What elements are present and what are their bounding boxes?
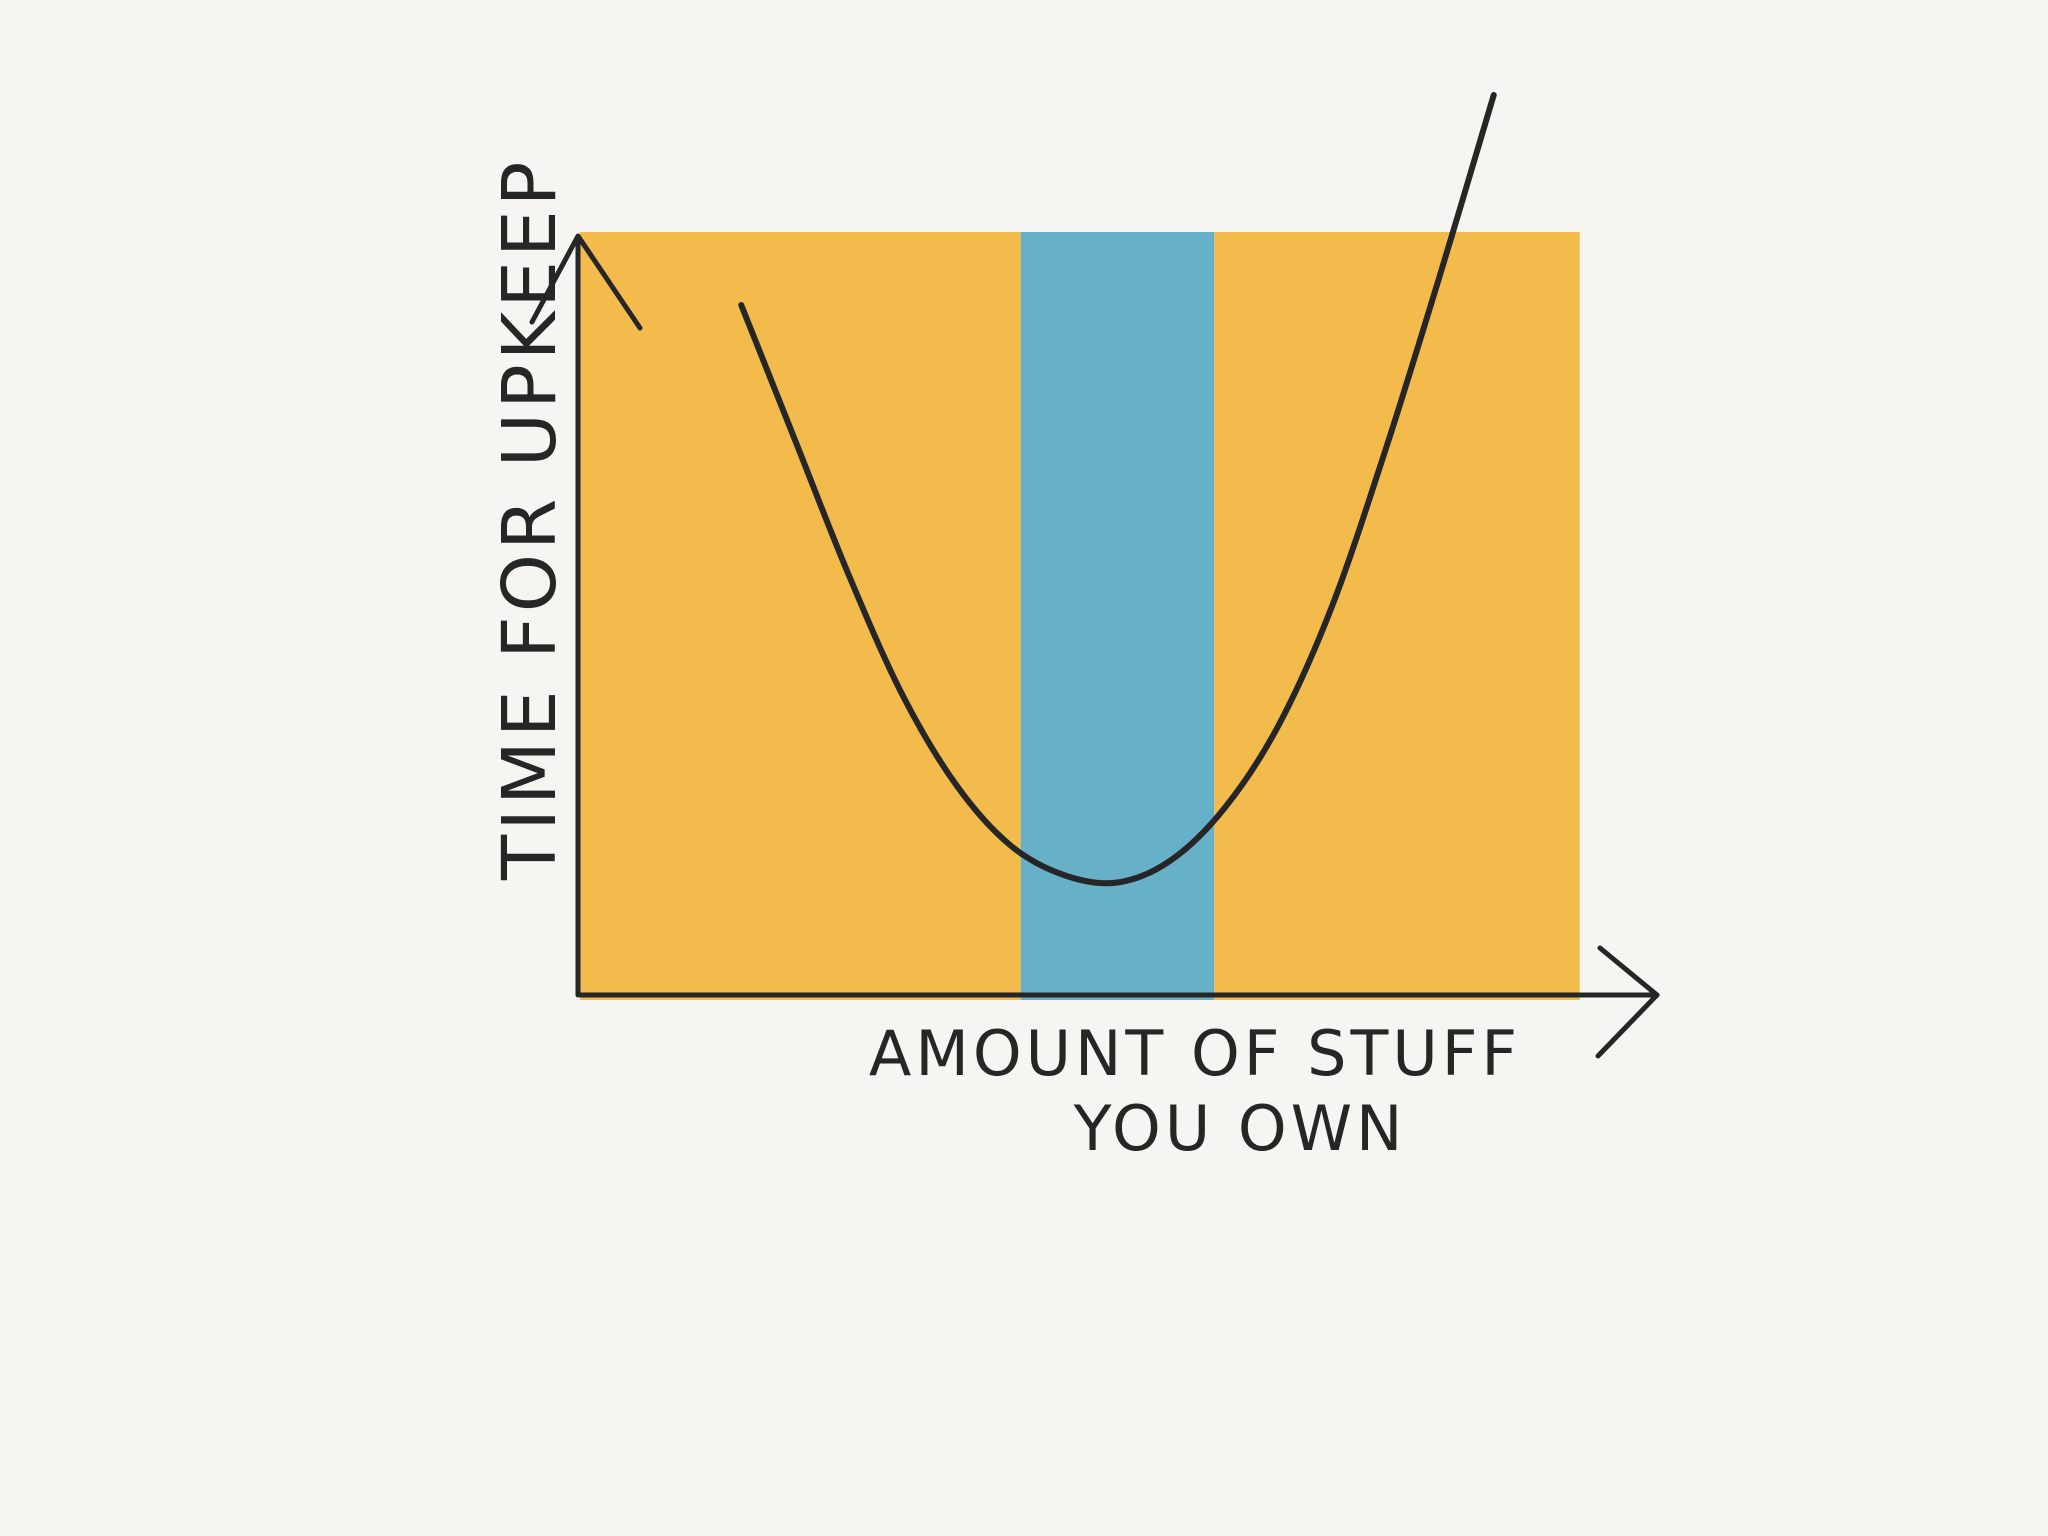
x-axis-arrowhead: [1595, 945, 1660, 1059]
y-axis-arrowhead: [529, 233, 643, 331]
y-axis-label: TIME FOR UPKEEP: [487, 158, 573, 881]
band-2: [1214, 232, 1580, 1000]
bands-layer: [580, 232, 1580, 1000]
axes-layer: [529, 233, 1660, 1059]
band-0: [580, 232, 1021, 1000]
x-axis-label-line-1: AMOUNT OF STUFF: [869, 1017, 1521, 1090]
curve-layer: [738, 92, 1497, 887]
series-line-0: [738, 92, 1497, 887]
x-axis-label-line-2: YOU OWN: [1073, 1092, 1407, 1165]
